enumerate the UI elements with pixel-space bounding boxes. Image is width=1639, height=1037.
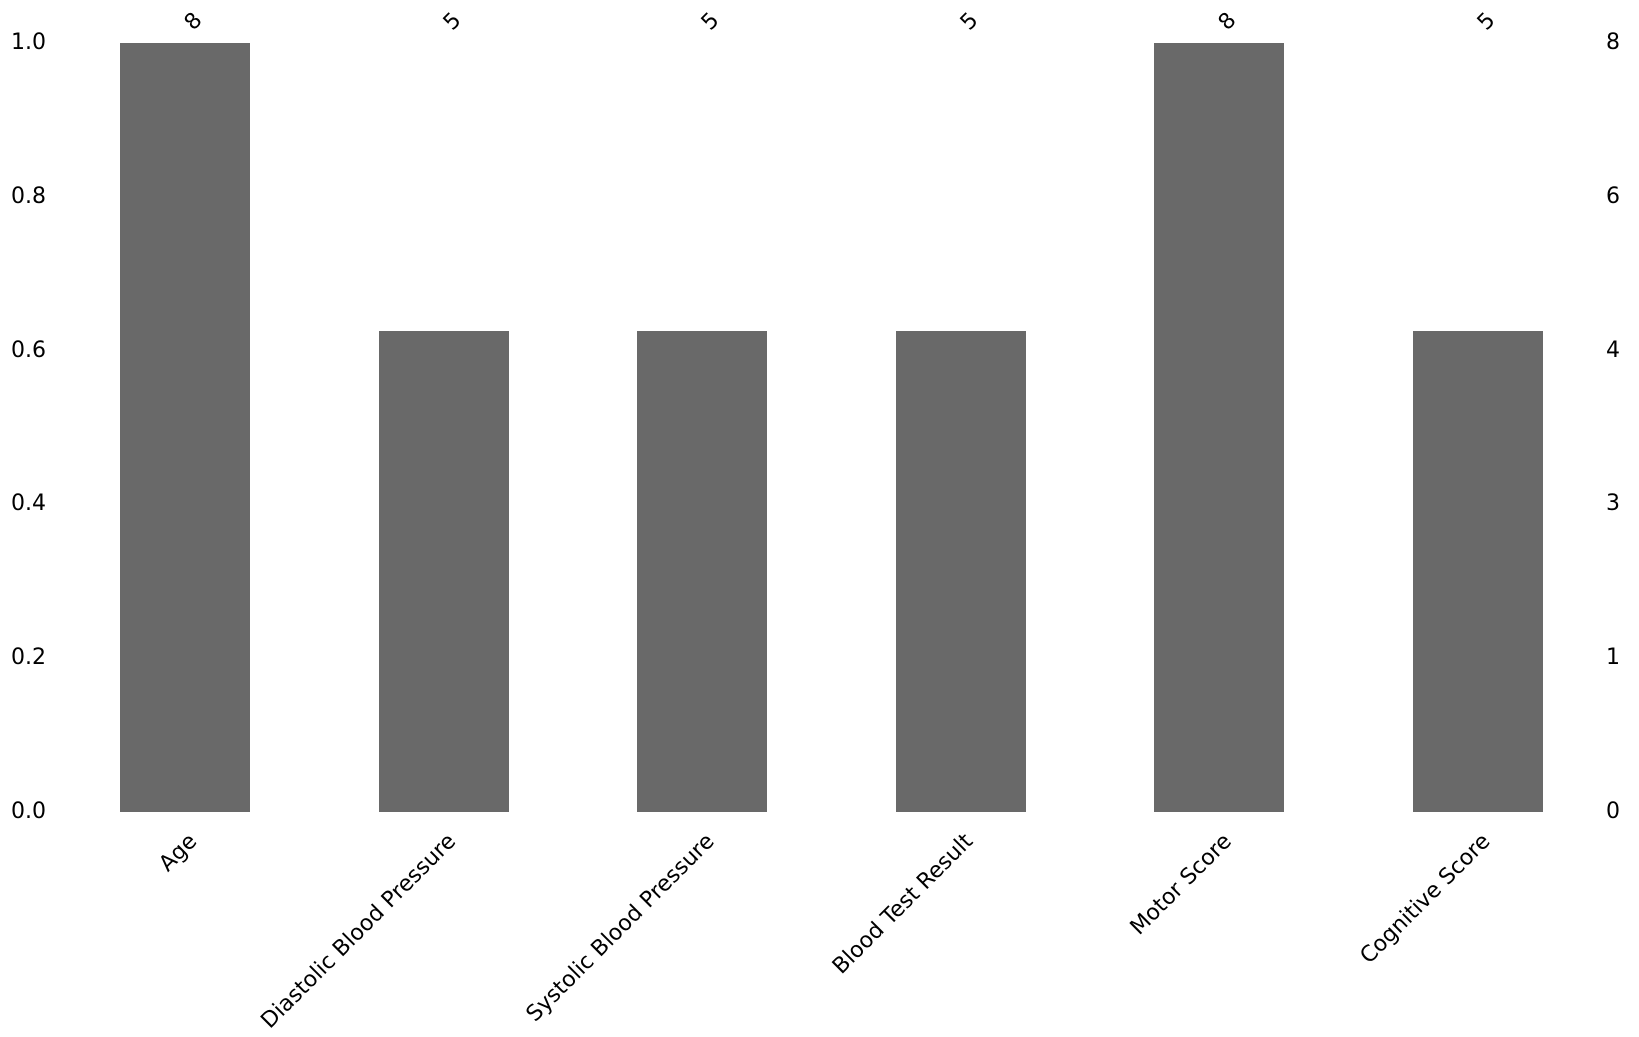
bar-value-label: 8 <box>179 7 208 36</box>
x-axis-tick-label: Systolic Blood Pressure <box>521 829 720 1027</box>
left-y-axis-tick-label: 0.0 <box>11 799 46 824</box>
x-axis-tick-label: Age <box>154 829 203 877</box>
x-axis-tick-label: Diastolic Blood Pressure <box>256 829 462 1034</box>
x-axis-tick-label: Motor Score <box>1125 829 1237 941</box>
bar <box>120 43 250 812</box>
bar-value-label: 5 <box>696 7 725 36</box>
bar-value-label: 5 <box>438 7 466 36</box>
x-axis-tick-label: Blood Test Result <box>827 829 979 980</box>
left-y-axis-tick-label: 0.8 <box>11 183 46 209</box>
bar <box>378 331 509 812</box>
left-y-axis-tick-label: 0.4 <box>11 491 46 517</box>
bar <box>1412 331 1543 812</box>
bar-value-label: 8 <box>1213 7 1242 36</box>
right-y-axis-tick-label: 4 <box>1606 337 1620 363</box>
bar-value-label: 5 <box>955 7 983 36</box>
right-y-axis-tick-label: 0 <box>1606 799 1620 824</box>
right-y-axis-tick-label: 3 <box>1606 491 1620 517</box>
right-y-axis-tick-label: 1 <box>1606 645 1620 671</box>
left-y-axis-tick-label: 0.6 <box>11 337 46 363</box>
right-y-axis-tick-label: 8 <box>1606 30 1620 55</box>
bar <box>895 331 1026 812</box>
bar-value-label: 5 <box>1472 7 1500 36</box>
bar <box>1154 43 1284 812</box>
left-y-axis-tick-label: 1.0 <box>11 30 46 55</box>
x-axis-tick-label: Cognitive Score <box>1355 829 1496 969</box>
right-y-axis-tick-label: 6 <box>1606 183 1620 209</box>
left-y-axis-tick-label: 0.2 <box>11 645 46 671</box>
bar <box>637 331 767 812</box>
